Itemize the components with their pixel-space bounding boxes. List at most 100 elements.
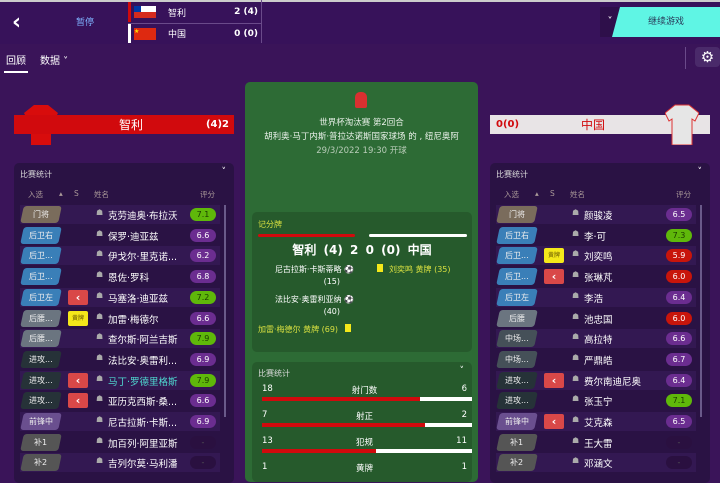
- player-row[interactable]: 后卫左 ☗ 李浩 6.4: [496, 287, 696, 307]
- player-name[interactable]: 颜骏凌: [584, 211, 613, 222]
- position-badge: 补1: [20, 433, 62, 451]
- position-label: 后卫...: [505, 251, 529, 261]
- player-row[interactable]: 进攻... ☗ 张玉宁 7.1: [496, 391, 696, 410]
- substitution-icon: ‹: [544, 269, 564, 285]
- position-badge: 进攻...: [496, 392, 538, 410]
- position-label: 进攻...: [29, 396, 53, 406]
- player-name[interactable]: 池忠国: [584, 314, 613, 326]
- yellow-card-badge: 黄牌: [544, 248, 564, 264]
- home-event-2: 法比安·奥雷利亚纳 ⚽ (40): [275, 294, 354, 318]
- player-row[interactable]: 中场... ☗ 严鼎皓 6.7: [496, 350, 696, 369]
- player-name[interactable]: 伊戈尔·里克诺...: [108, 252, 178, 264]
- player-row[interactable]: 门将 ☗ 颜骏凌 6.5: [496, 205, 696, 224]
- player-row[interactable]: 进攻... ‹ ☗ 亚历克西斯·桑... 6.6: [20, 391, 220, 410]
- position-label: 进攻...: [29, 375, 53, 385]
- player-name[interactable]: 查尔斯·阿兰吉斯: [108, 335, 178, 347]
- player-name[interactable]: 克劳迪奥·布拉沃: [108, 211, 178, 222]
- kickoff: 29/3/2022 19:30 开球: [316, 146, 407, 156]
- column-header[interactable]: 入选: [504, 190, 519, 199]
- player-row[interactable]: 后卫右 ☗ 保罗·迪亚兹 6.6: [20, 226, 220, 245]
- player-name[interactable]: 尼古拉斯·卡斯...: [108, 418, 178, 429]
- player-name[interactable]: 李·可: [584, 231, 607, 243]
- player-row[interactable]: 补1 ☗ 王大雷 -: [496, 433, 696, 452]
- player-row[interactable]: 补2 ☗ 邓涵文 -: [496, 453, 696, 473]
- player-name[interactable]: 艾克森: [584, 418, 613, 429]
- player-row[interactable]: 前锋中 ☗ 尼古拉斯·卡斯... 6.9: [20, 412, 220, 431]
- player-row[interactable]: 后腰... 黄牌 ☗ 加雷·梅德尔 6.6: [20, 309, 220, 328]
- player-name[interactable]: 李浩: [584, 293, 604, 305]
- position-label: 后卫右: [29, 230, 53, 240]
- player-name[interactable]: 刘奕鸣: [584, 252, 613, 264]
- position-label: 前锋中: [505, 417, 529, 426]
- chevron-down-icon[interactable]: ˅: [221, 167, 227, 177]
- player-row[interactable]: 进攻... ‹ ☗ 马丁·罗德里格斯 7.9: [20, 370, 220, 390]
- player-row[interactable]: 补1 ☗ 加百列·阿里亚斯 -: [20, 433, 220, 452]
- player-name[interactable]: 费尔南迪尼奥: [584, 376, 642, 388]
- position-badge: 后卫左: [20, 288, 62, 306]
- player-row[interactable]: 门将 ☗ 克劳迪奥·布拉沃 7.1: [20, 205, 220, 224]
- column-header[interactable]: 姓名: [570, 190, 585, 199]
- player-name[interactable]: 张玉宁: [584, 397, 613, 409]
- rating-pill: 6.9: [190, 352, 216, 366]
- stat-bar-home-fill: [262, 397, 420, 401]
- stat-home-value: 13: [262, 436, 273, 446]
- player-name[interactable]: 严鼎皓: [584, 355, 613, 367]
- column-header[interactable]: 评分: [676, 190, 691, 199]
- person-icon: ☗: [572, 352, 580, 362]
- position-label: 后卫右: [505, 230, 529, 240]
- rating-pill: 6.4: [666, 290, 692, 304]
- player-row[interactable]: 后卫... ☗ 恩佐·罗科 6.8: [20, 267, 220, 286]
- rating-pill: -: [666, 456, 692, 470]
- player-name[interactable]: 邓涵文: [584, 459, 613, 471]
- player-name[interactable]: 加雷·梅德尔: [108, 314, 159, 326]
- tab-data[interactable]: 数据 ˅: [40, 56, 69, 67]
- gear-icon[interactable]: ⚙: [695, 47, 720, 67]
- player-row[interactable]: 后卫左 ‹ ☗ 马塞洛·迪亚兹 7.2: [20, 287, 220, 307]
- column-header[interactable]: 评分: [200, 190, 215, 199]
- tab-overview[interactable]: 回顾: [4, 50, 28, 73]
- column-header[interactable]: 姓名: [94, 190, 109, 199]
- player-name[interactable]: 王大雷: [584, 438, 613, 450]
- column-header[interactable]: S: [550, 189, 555, 198]
- player-name[interactable]: 吉列尔莫·马利潘: [108, 459, 178, 471]
- player-name[interactable]: 张琳芃: [584, 273, 613, 285]
- player-row[interactable]: 中场... ☗ 高拉特 6.6: [496, 329, 696, 349]
- player-row[interactable]: 进攻... ‹ ☗ 费尔南迪尼奥 6.4: [496, 370, 696, 390]
- pause-status[interactable]: 暂停: [76, 18, 95, 28]
- player-row[interactable]: 进攻... ☗ 法比安·奥雷利... 6.9: [20, 350, 220, 369]
- position-label: 后卫...: [29, 272, 53, 282]
- player-name[interactable]: 高拉特: [584, 335, 613, 347]
- player-name[interactable]: 加百列·阿里亚斯: [108, 438, 178, 450]
- scrollbar[interactable]: [700, 205, 702, 417]
- continue-game-button[interactable]: 继续游戏: [612, 7, 720, 37]
- home-player-stats-panel: 比赛统计 ˅ 入选 S 姓名 评分 ▴ 门将 ☗ 克劳迪奥·布拉沃 7.1 后卫右 ☗ 保罗·迪亚兹 6.6…: [14, 163, 234, 483]
- column-header[interactable]: S: [74, 189, 79, 198]
- player-name[interactable]: 马丁·罗德里格斯: [108, 376, 178, 388]
- player-row[interactable]: 后卫右 ☗ 李·可 7.3: [496, 226, 696, 245]
- world-cup-logo-icon: [355, 92, 367, 108]
- player-name[interactable]: 亚历克西斯·桑...: [108, 397, 178, 409]
- player-row[interactable]: 后卫... ☗ 伊戈尔·里克诺... 6.2: [20, 246, 220, 266]
- stat-home-value: 7: [262, 410, 268, 420]
- player-name[interactable]: 法比安·奥雷利...: [108, 355, 178, 367]
- player-row[interactable]: 后卫... ‹ ☗ 张琳芃 6.0: [496, 267, 696, 286]
- stat-bar: [262, 397, 472, 401]
- position-badge: 中场...: [496, 330, 538, 348]
- player-row[interactable]: 后腰... ☗ 查尔斯·阿兰吉斯 7.9: [20, 329, 220, 349]
- player-name[interactable]: 马塞洛·迪亚兹: [108, 293, 169, 305]
- chevron-down-icon[interactable]: ˅: [459, 366, 465, 376]
- player-name[interactable]: 保罗·迪亚兹: [108, 231, 159, 243]
- player-row[interactable]: 后卫... 黄牌 ☗ 刘奕鸣 5.9: [496, 246, 696, 266]
- scrollbar[interactable]: [224, 205, 226, 417]
- column-header[interactable]: 入选: [28, 190, 43, 199]
- player-row[interactable]: 后腰 ☗ 池忠国 6.0: [496, 309, 696, 328]
- player-name[interactable]: 恩佐·罗科: [108, 273, 150, 285]
- player-row[interactable]: 前锋中 ‹ ☗ 艾克森 6.5: [496, 412, 696, 431]
- person-icon: ☗: [572, 311, 580, 321]
- back-button[interactable]: ‹: [12, 10, 22, 35]
- rating-pill: 7.9: [190, 373, 216, 387]
- stat-home-value: 18: [262, 384, 273, 394]
- chevron-down-icon[interactable]: ˅: [697, 167, 703, 177]
- person-icon: ☗: [572, 208, 580, 217]
- player-row[interactable]: 补2 ☗ 吉列尔莫·马利潘 -: [20, 453, 220, 473]
